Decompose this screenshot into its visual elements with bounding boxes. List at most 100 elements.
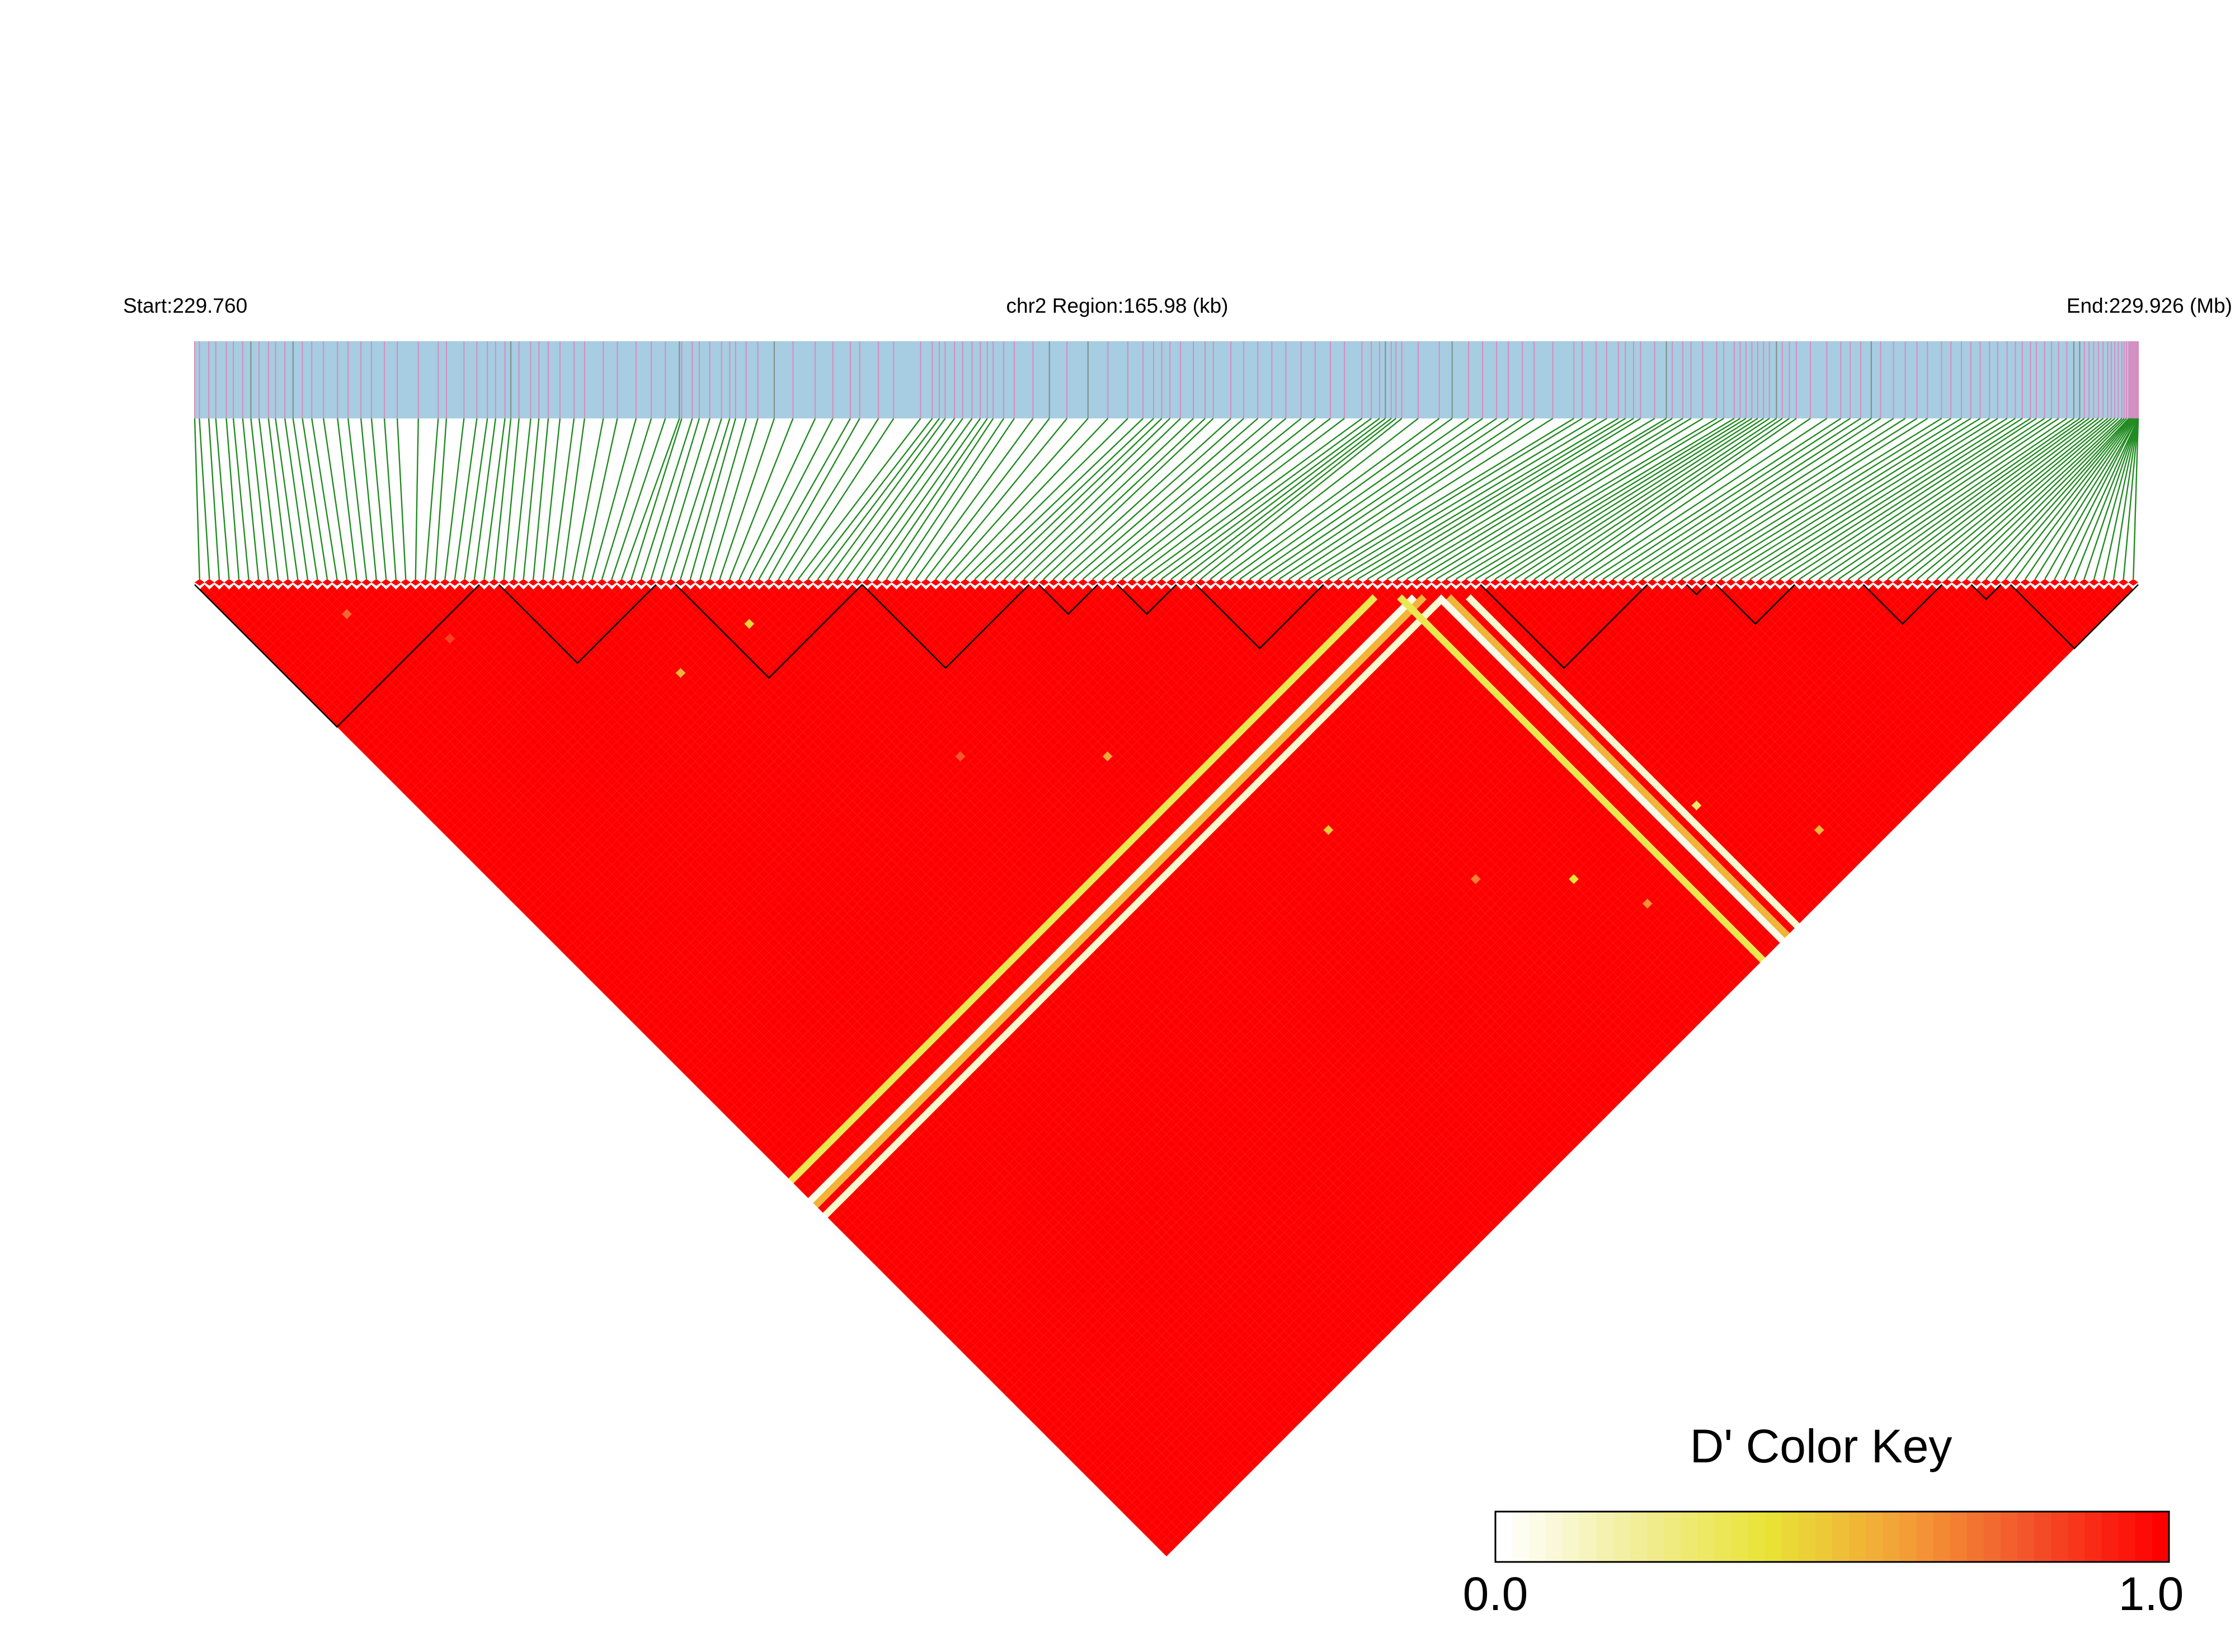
snp-connector xyxy=(1966,418,2127,580)
snp-marker xyxy=(538,579,548,586)
ld-cell xyxy=(533,918,543,929)
snp-marker xyxy=(263,579,274,586)
snp-connector xyxy=(1730,417,1990,580)
snp-marker xyxy=(390,579,401,586)
snp-marker xyxy=(293,579,303,586)
snp-marker xyxy=(1441,579,1451,586)
snp-connector xyxy=(1406,417,1673,580)
snp-connector xyxy=(1436,417,1704,580)
snp-marker xyxy=(1431,579,1442,586)
snp-marker xyxy=(951,579,961,586)
ld-cell xyxy=(1127,1502,1137,1513)
ld-cell xyxy=(209,594,219,605)
snp-marker xyxy=(1078,579,1088,586)
ld-cell xyxy=(204,589,215,600)
snp-connector xyxy=(1475,417,1741,580)
ld-cell xyxy=(994,1369,1005,1380)
snp-marker xyxy=(1422,579,1432,586)
snp-connector xyxy=(1995,418,2132,580)
snp-marker xyxy=(1588,579,1598,586)
ld-cell xyxy=(901,1286,911,1297)
snp-connector xyxy=(2015,418,2134,580)
ld-cell xyxy=(886,1262,897,1272)
ld-cell xyxy=(1058,1433,1069,1444)
snp-connector xyxy=(729,418,794,580)
snp-connector xyxy=(1642,417,1894,580)
ld-cell xyxy=(278,653,288,663)
ld-cell xyxy=(837,1212,848,1223)
snp-connector xyxy=(699,418,747,580)
snp-connector xyxy=(1259,418,1497,580)
ld-cell xyxy=(837,1222,848,1232)
ld-cell xyxy=(843,1227,853,1237)
snp-marker xyxy=(519,579,529,586)
snp-connector xyxy=(1554,418,1790,580)
ld-cell xyxy=(798,1183,808,1193)
region-start-label: Start:229.760 xyxy=(123,294,247,317)
snp-marker xyxy=(1971,579,1982,586)
snp-marker xyxy=(1088,579,1098,586)
snp-connector xyxy=(994,418,1163,580)
snp-marker xyxy=(1902,579,1913,586)
snp-connector xyxy=(1083,418,1273,580)
ld-cell xyxy=(288,663,298,673)
snp-marker xyxy=(940,579,951,586)
snp-marker xyxy=(1451,579,1461,586)
ld-cell xyxy=(1068,1443,1079,1453)
snp-connector xyxy=(1180,418,1392,580)
snp-marker xyxy=(1038,579,1049,586)
snp-marker xyxy=(2040,579,2050,586)
snp-connector xyxy=(621,418,680,580)
ld-cell xyxy=(273,648,283,658)
snp-marker xyxy=(1019,579,1029,586)
ld-cell xyxy=(464,840,475,850)
snp-connector xyxy=(1279,417,1523,580)
snp-marker xyxy=(1206,579,1216,586)
snp-connector xyxy=(1151,418,1372,580)
snp-connector xyxy=(1171,418,1386,580)
snp-connector xyxy=(1671,417,1928,580)
snp-connector xyxy=(370,418,387,580)
ld-cell xyxy=(1093,1468,1103,1478)
ld-cell xyxy=(891,1267,902,1277)
ld-cell xyxy=(258,633,269,644)
snp-connector xyxy=(383,418,397,580)
snp-marker xyxy=(754,579,764,586)
snp-connector xyxy=(1622,417,1872,580)
ld-cell xyxy=(504,888,514,899)
ld-cell xyxy=(606,982,617,992)
snp-marker xyxy=(1215,579,1226,586)
snp-marker xyxy=(1146,579,1157,586)
snp-marker xyxy=(1912,579,1922,586)
snp-marker xyxy=(587,579,597,586)
snp-connector xyxy=(1023,418,1194,580)
ld-cell xyxy=(906,1291,916,1301)
ld-cell xyxy=(788,1164,799,1174)
snp-marker xyxy=(852,579,863,586)
snp-marker xyxy=(1834,579,1844,586)
snp-connector xyxy=(984,418,1154,580)
snp-marker xyxy=(1264,579,1274,586)
ld-cell xyxy=(317,693,327,703)
snp-connector xyxy=(827,418,946,580)
snp-connector xyxy=(2123,418,2139,580)
snp-marker xyxy=(646,579,656,586)
ld-cell xyxy=(862,1247,872,1257)
ld-cell xyxy=(224,589,234,600)
snp-marker xyxy=(548,579,558,586)
snp-connector xyxy=(1485,417,1747,580)
ld-cell xyxy=(999,1375,1010,1385)
snp-marker xyxy=(1627,579,1638,586)
snp-connector xyxy=(572,418,604,580)
ld-cell xyxy=(577,952,587,963)
ld-cell xyxy=(356,741,367,752)
snp-connector xyxy=(1858,418,2085,580)
snp-connector xyxy=(1455,417,1724,580)
snp-marker xyxy=(1686,579,1697,586)
snp-connector xyxy=(2044,418,2138,580)
ld-cell xyxy=(965,1350,975,1361)
ld-cell xyxy=(877,1252,887,1262)
ld-cell xyxy=(1088,1463,1098,1473)
snp-marker xyxy=(1932,579,1942,586)
snp-marker xyxy=(1716,579,1726,586)
